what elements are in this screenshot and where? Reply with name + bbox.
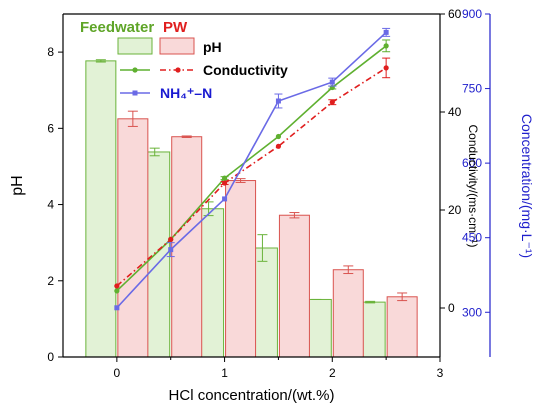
nh4n-point — [329, 79, 335, 85]
legend-conductivity-label: Conductivity — [203, 62, 288, 78]
legend-pw-header: PW — [163, 19, 188, 36]
x-tick-label: 3 — [437, 366, 444, 380]
y-left-tick-label: 4 — [47, 198, 54, 212]
y-left-tick-label: 8 — [47, 45, 54, 59]
y-right1-tick-label: 60 — [448, 7, 462, 21]
conductivity-pw-point — [329, 99, 335, 105]
legend-feedwater-header: Feedwater — [80, 19, 154, 36]
legend-cond-feedwater-marker — [132, 67, 138, 73]
legend-nh4n-marker — [132, 90, 138, 96]
legend-cond-pw-marker — [175, 67, 181, 73]
y-left-tick-label: 0 — [47, 350, 54, 364]
ph-pw-bar — [386, 296, 418, 358]
y-left-axis-label: pH — [9, 175, 26, 195]
y-right2-tick-label: 600 — [462, 156, 482, 170]
x-tick-label: 1 — [221, 366, 228, 380]
y-left-tick-label: 6 — [47, 121, 54, 135]
x-axis-label: HCl concentration/(wt.%) — [169, 387, 335, 404]
conductivity-pw-point — [383, 65, 389, 71]
y-left-tick-label: 2 — [47, 274, 54, 288]
y-right1-tick-label: 20 — [448, 203, 462, 217]
conductivity-feedwater-point — [221, 175, 228, 181]
conductivity-feedwater-point — [383, 43, 389, 49]
nh4n-point — [114, 305, 120, 311]
y-right2-tick-label: 900 — [462, 7, 482, 21]
nh4n-line — [116, 31, 387, 309]
ph-pw-bar — [225, 180, 257, 358]
conductivity-feedwater-point — [114, 288, 120, 294]
conductivity-pw-point — [221, 180, 228, 186]
y-right1-tick-label: 40 — [448, 105, 462, 119]
conductivity-pw-point — [114, 283, 120, 289]
conductivity-pw-point — [275, 143, 282, 149]
y-right1-tick-label: 0 — [448, 301, 455, 315]
ph-pw-bar — [171, 136, 203, 358]
y-right2-tick-label: 750 — [462, 82, 482, 96]
y-right2-axis-label: Concentration/(mg·L⁻¹) — [519, 114, 535, 258]
x-tick-label: 0 — [114, 366, 121, 380]
legend-ph-pw-swatch — [159, 37, 195, 55]
ph-pw-bar — [332, 269, 364, 358]
nh4n-point — [383, 29, 389, 35]
legend-ph-feedwater-swatch — [117, 37, 153, 55]
y-right1-axis-label: Conductivity/(ms·cm⁻¹) — [466, 124, 480, 247]
y-right2-tick-label: 450 — [462, 231, 482, 245]
conductivity-pw-line — [116, 67, 387, 287]
legend-ph-label: pH — [203, 39, 222, 55]
ph-feedwater-bar — [85, 60, 117, 358]
nh4n-point — [168, 247, 174, 253]
ph-pw-bar — [117, 118, 149, 358]
conductivity-pw-point — [168, 236, 174, 242]
conductivity-feedwater-point — [275, 133, 282, 140]
nh4n-point — [222, 196, 228, 202]
legend-nh4n-label: NH₄⁺–N — [160, 85, 212, 101]
ph-pw-bar — [278, 214, 310, 358]
nh4n-point — [275, 98, 281, 104]
y-right2-tick-label: 300 — [462, 305, 482, 319]
x-tick-label: 2 — [329, 366, 336, 380]
